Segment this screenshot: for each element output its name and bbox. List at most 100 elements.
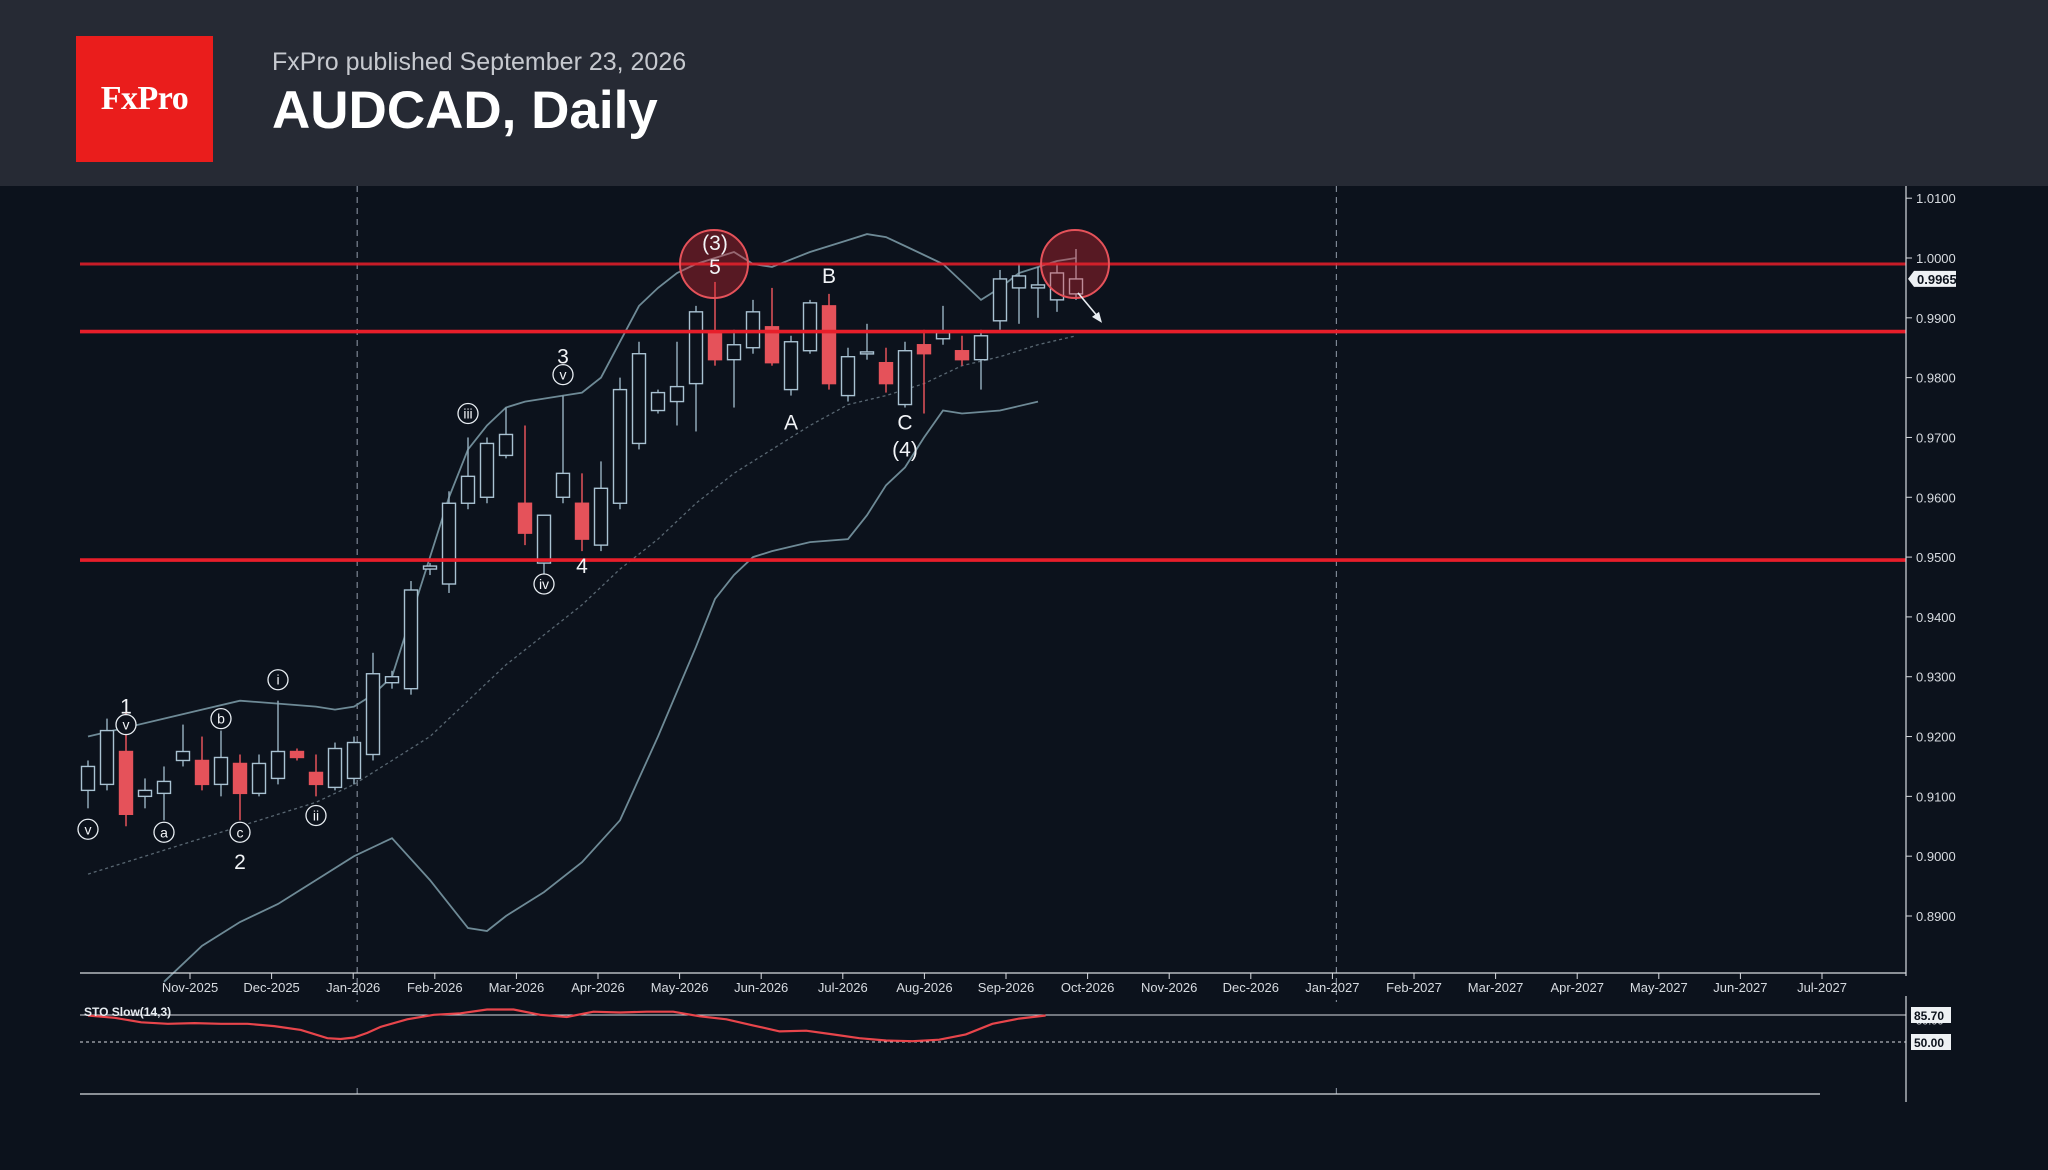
candle-46 [954,335,970,366]
wave-label-text: 3 [557,346,569,369]
candle-body [384,676,400,684]
candle-body [1030,284,1046,289]
candle-body [631,353,647,445]
upper-band-line [87,233,1077,738]
price-tick-label-7: 0.9400 [1916,610,1956,625]
time-tick-label-8: Jul-2026 [818,980,868,995]
candle-body [517,502,533,534]
candle-17 [403,581,419,695]
candle-39 [821,293,837,390]
time-tick-label-9: Aug-2026 [896,980,952,995]
candle-body [707,332,723,361]
wave-label-0: 1 [120,696,132,719]
candle-body [1068,278,1084,295]
wave-label-text: iv [539,576,549,592]
candle-18 [422,563,438,576]
wave-label-text: ii [313,808,319,824]
candle-body [175,750,191,762]
wave-label-text: c [237,824,244,840]
candle-body [764,326,780,364]
price-tick-label-4: 0.9700 [1916,430,1956,445]
candle-23 [517,425,533,546]
candle-body [479,442,495,498]
candle-11 [289,748,305,761]
wave-label-11: v [552,363,574,386]
candle-19 [441,491,457,593]
wave-label-19: (4) [892,438,918,461]
candle-29 [631,341,647,450]
time-tick-label-5: Apr-2026 [571,980,624,995]
candle-body [213,756,229,786]
candle-body [973,335,989,361]
wave-label-3: a [153,821,175,843]
candle-body [118,750,134,816]
candle-body [99,729,115,786]
wave-label-text: i [276,672,279,688]
candle-body [232,762,248,795]
price-tick-label-9: 0.9200 [1916,730,1956,745]
candle-20 [460,437,476,510]
candle-body [308,771,324,786]
price-tick-label-5: 0.9600 [1916,490,1956,505]
header-bar: FxPro FxPro published September 23, 2026… [0,0,2048,186]
candle-3 [137,778,153,809]
wave-label-text: v [85,821,92,837]
wave-label-ring [533,573,555,595]
sto-level-label-1-bg [1911,1034,1951,1050]
candle-body [365,673,381,756]
highlight-circle-0 [679,228,749,299]
candle-body [688,311,704,385]
candle-body [897,350,913,406]
wave-label-text: v [560,367,567,383]
candle-49 [1011,263,1027,324]
price-tick-label-3: 0.9800 [1916,371,1956,386]
price-tick-label-2: 0.9900 [1916,311,1956,326]
candle-31 [669,341,685,426]
candle-24 [536,514,552,576]
time-tick-label-16: Mar-2027 [1468,980,1524,995]
wave-label-7: i [267,669,289,691]
candle-body [498,433,514,457]
wave-label-ring [210,707,232,730]
candle-40 [840,347,856,402]
candle-8 [232,754,248,821]
wave-label-8: ii [305,804,327,827]
wave-label-10: 3 [557,346,569,369]
candle-38 [802,299,818,354]
price-tick-label-1: 1.0000 [1916,251,1956,266]
sto-line [87,1008,1046,1043]
wave-label-text: (3) [702,232,728,255]
wave-label-text: 4 [576,555,588,578]
candle-body [916,344,932,355]
candle-25 [555,395,571,504]
candle-4 [156,766,172,821]
candle-47 [973,329,989,390]
wave-label-text: B [822,265,836,288]
time-tick-label-3: Feb-2026 [407,980,463,995]
time-tick-label-17: Apr-2027 [1550,980,1603,995]
candle-body [612,388,628,504]
wave-label-text: A [784,412,798,435]
wave-label-5: c [229,821,251,843]
wave-label-6: 2 [234,851,246,874]
wave-label-ring [305,804,327,827]
candle-body [650,391,666,412]
wave-label-1: v [115,713,137,736]
candle-body [593,487,609,546]
wave-label-text: C [897,412,912,435]
highlight-circle-1 [1040,228,1110,299]
time-tick-label-0: Nov-2025 [162,980,218,995]
wave-label-text: v [123,717,130,733]
wave-label-15: 5 [709,256,721,279]
candle-43 [897,341,913,408]
candle-28 [612,377,628,510]
candle-body [726,344,742,361]
wave-label-16: B [822,265,836,288]
time-tick-label-18: May-2027 [1630,980,1688,995]
candle-50 [1030,266,1046,318]
time-tick-label-13: Dec-2026 [1223,980,1279,995]
time-tick-label-2: Jan-2026 [326,980,380,995]
candle-0 [80,760,96,809]
arrow-head-icon [1092,311,1102,323]
